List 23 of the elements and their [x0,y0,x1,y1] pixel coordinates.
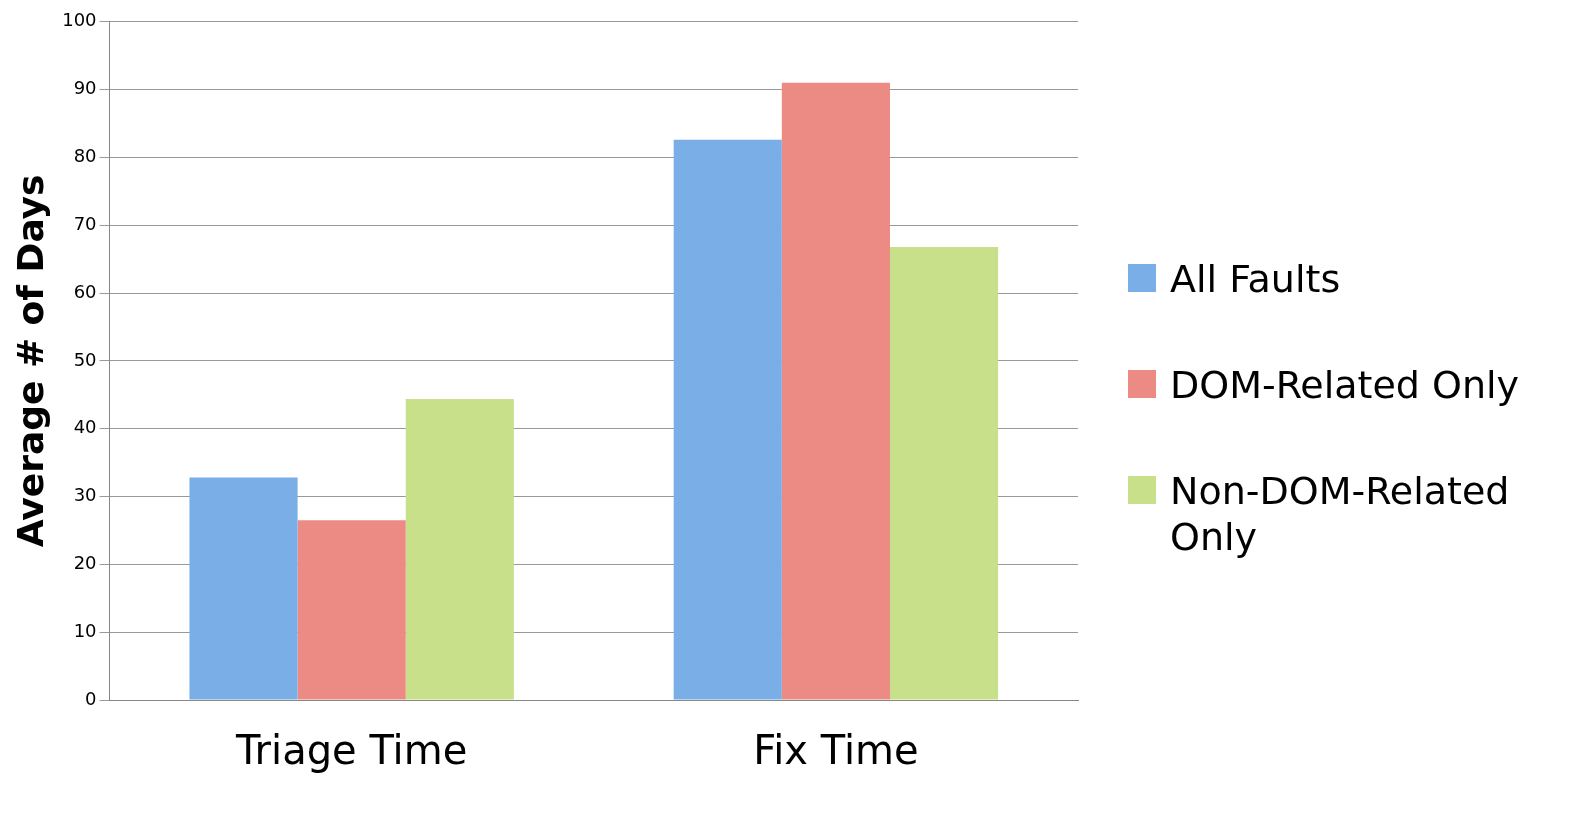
y-tick-label: 70 [73,212,97,234]
x-tick-label: Triage Time [235,727,468,774]
legend-label: DOM-Related Only [1170,362,1520,408]
y-tick-label: 90 [73,77,97,99]
y-tick-label: 30 [73,484,97,506]
y-tick-label: 100 [62,9,97,31]
y-tick-label: 0 [85,687,97,709]
y-tick-label: 80 [73,145,97,167]
bar [889,246,999,700]
bar [297,520,406,700]
bar [673,139,782,700]
bar [405,398,514,700]
y-tick-label: 20 [73,552,97,574]
y-tick-label: 50 [73,348,97,370]
legend-label: Non-DOM-Related Only [1170,468,1511,560]
y-axis-title: Average # of Days [9,174,51,548]
bar [781,82,890,700]
legend-label: All Faults [1170,256,1341,302]
y-tick-label: 60 [73,280,97,302]
y-tick-label: 10 [73,619,97,641]
y-tick-label: 40 [73,416,97,438]
x-tick-label: Fix Time [753,727,919,774]
bar [189,477,298,700]
